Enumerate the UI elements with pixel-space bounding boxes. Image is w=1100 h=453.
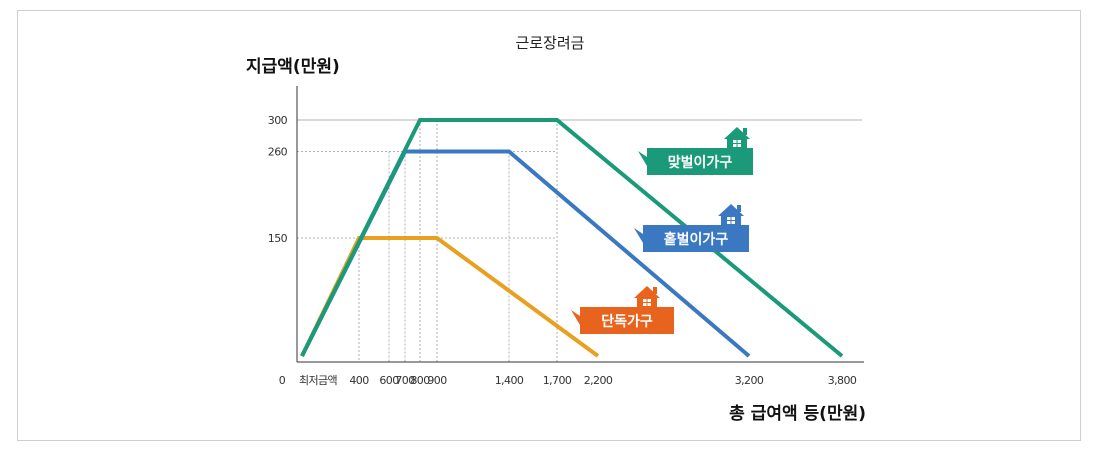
x-tick-label: 0: [279, 374, 286, 387]
chart-title: 근로장려금: [515, 34, 584, 52]
x-axis-title: 총 급여액 등(만원): [729, 404, 866, 424]
badge-pointer: [634, 228, 643, 243]
x-tick-label: 900: [427, 374, 447, 387]
house-icon: [718, 204, 744, 227]
badge-label: 단독가구: [601, 313, 653, 330]
x-tick-label: 400: [349, 374, 369, 387]
series-line: [300, 236, 600, 358]
x-tick-label: 3,800: [828, 374, 857, 387]
x-tick-label: 3,200: [735, 374, 764, 387]
x-tick-label: 2,200: [584, 374, 613, 387]
chart-frame: [17, 10, 1081, 441]
y-tick-label: 150: [268, 232, 288, 245]
x-tick-label: 600: [379, 374, 399, 387]
x-tick-label: 700: [395, 374, 415, 387]
badge-box: [643, 225, 749, 252]
x-tick-label: 최저금액: [299, 374, 337, 387]
series-line: [300, 149, 751, 358]
y-tick-labels: 300 260 150: [268, 114, 288, 245]
badge-pointer: [638, 151, 647, 166]
badge-label: 맞벌이가구: [668, 154, 733, 171]
house-icon: [634, 286, 660, 309]
y-tick-label: 300: [268, 114, 288, 127]
y-axis-title: 지급액(만원): [246, 57, 340, 77]
series-lines: [300, 118, 844, 358]
house-icon: [724, 127, 750, 150]
x-tick-label: 1,400: [495, 374, 524, 387]
y-tick-label: 260: [268, 145, 288, 158]
x-tick-label: 800: [410, 374, 430, 387]
badge-label: 홑벌이가구: [664, 231, 729, 248]
badge-box: [647, 148, 753, 175]
vertical-gridlines: [358, 120, 558, 362]
legend-badge: 단독가구: [571, 286, 674, 334]
legend-badge: 홑벌이가구: [634, 204, 749, 252]
x-tick-label: 1,700: [543, 374, 572, 387]
badge-box: [580, 307, 674, 334]
badge-pointer: [571, 310, 580, 325]
legend-badge: 맞벌이가구: [638, 127, 753, 175]
